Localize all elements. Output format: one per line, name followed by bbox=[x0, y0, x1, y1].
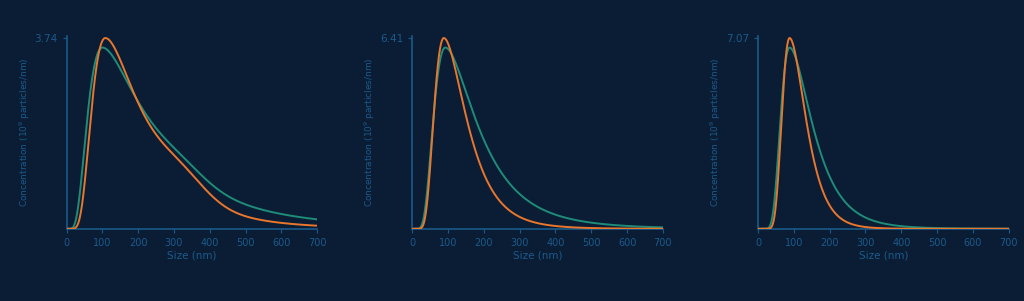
X-axis label: Size (nm): Size (nm) bbox=[167, 250, 217, 261]
X-axis label: Size (nm): Size (nm) bbox=[858, 250, 908, 261]
Y-axis label: Concentration (10$^9$ particles/nm): Concentration (10$^9$ particles/nm) bbox=[17, 58, 32, 207]
Y-axis label: Concentration (10$^9$ particles/nm): Concentration (10$^9$ particles/nm) bbox=[362, 58, 377, 207]
Y-axis label: Concentration (10$^9$ particles/nm): Concentration (10$^9$ particles/nm) bbox=[709, 58, 723, 207]
X-axis label: Size (nm): Size (nm) bbox=[513, 250, 562, 261]
